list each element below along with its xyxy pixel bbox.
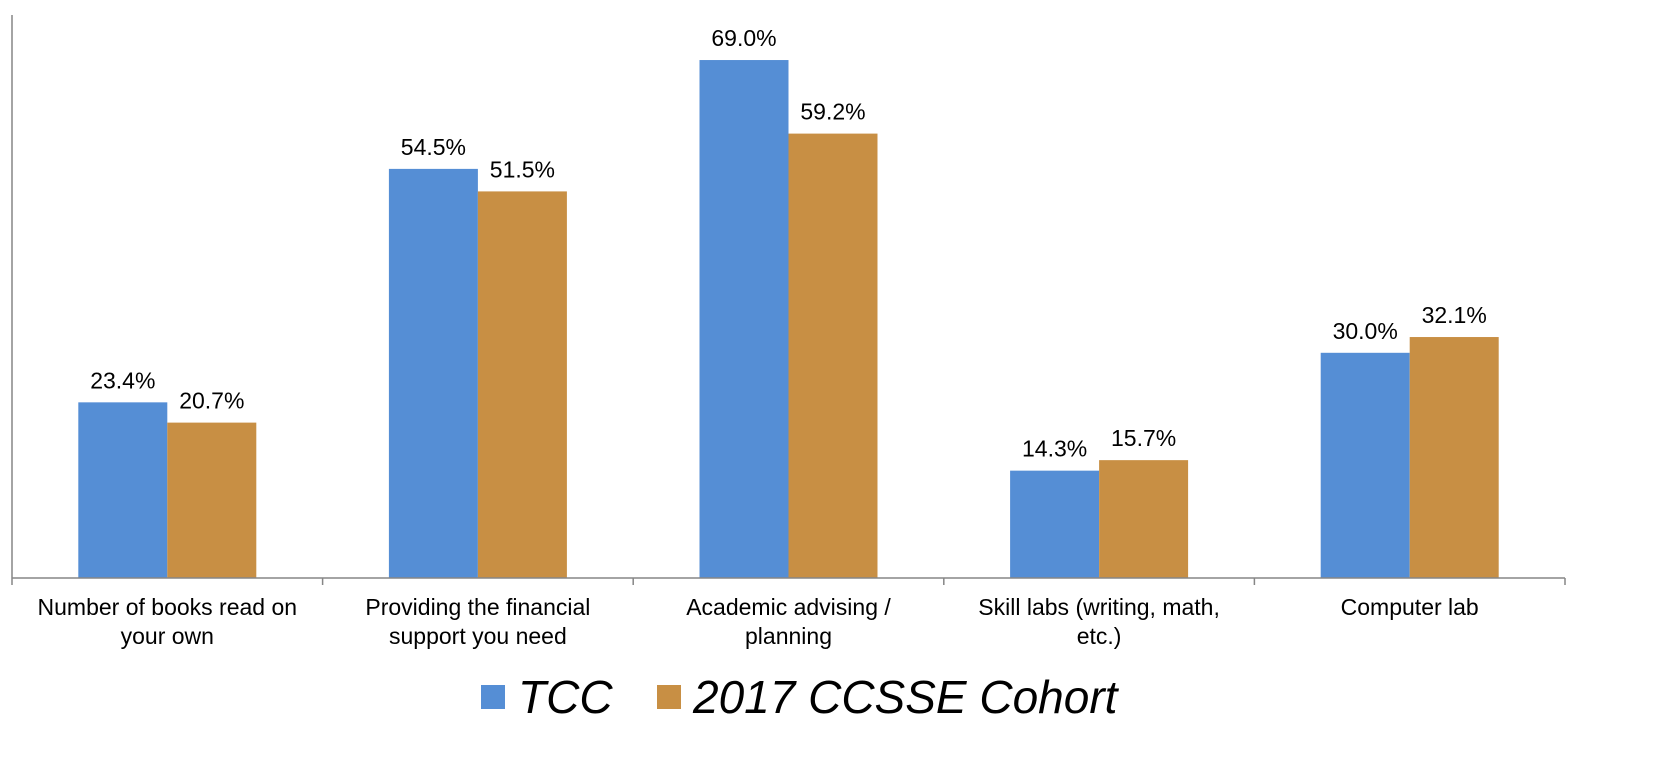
legend-label-0: TCC [518, 671, 613, 723]
axis-layer [11, 15, 1566, 585]
x-tick-label-4: Computer lab [1341, 594, 1479, 620]
legend-swatch-1 [657, 685, 681, 709]
category-labels-layer: Number of books read on your own Providing… [38, 594, 1479, 649]
bar-series1-cat1 [477, 191, 567, 578]
legend-label-1: 2017 CCSSE Cohort [692, 671, 1120, 723]
bar-series1-cat0 [167, 422, 257, 578]
data-label-series1-cat1: 51.5% [490, 156, 555, 182]
data-label-series0-cat0: 23.4% [90, 367, 155, 393]
bar-series0-cat3 [1010, 470, 1100, 578]
data-label-series0-cat3: 14.3% [1022, 436, 1087, 462]
data-label-series0-cat1: 54.5% [401, 134, 466, 160]
data-label-series1-cat4: 32.1% [1422, 302, 1487, 328]
bar-series1-cat3 [1099, 460, 1189, 578]
x-tick-label-0: Number of books read on your own [38, 594, 298, 649]
bar-series0-cat4 [1320, 352, 1410, 578]
bar-series0-cat0 [78, 402, 168, 578]
data-label-series0-cat4: 30.0% [1333, 318, 1398, 344]
data-labels-layer: 23.4% 20.7% 54.5% 51.5% 69.0% 59.2% 14.3% 15.7%… [90, 25, 1487, 462]
data-label-series1-cat0: 20.7% [179, 388, 244, 414]
bar-series1-cat2 [788, 133, 878, 578]
legend: TCC 2017 CCSSE Cohort [481, 671, 1120, 723]
x-tick-label-3: Skill labs (writing, math, etc.) [978, 594, 1220, 649]
bar-series1-cat4 [1409, 337, 1499, 578]
bar-series0-cat2 [699, 60, 789, 579]
data-label-series1-cat2: 59.2% [800, 99, 865, 125]
bars-layer [78, 60, 1499, 579]
data-label-series0-cat2: 69.0% [711, 25, 776, 51]
legend-swatch-0 [481, 685, 505, 709]
x-tick-label-1: Providing the financial support you need [365, 594, 590, 649]
data-label-series1-cat3: 15.7% [1111, 425, 1176, 451]
x-tick-label-2: Academic advising / planning [686, 594, 891, 649]
bar-series0-cat1 [388, 168, 478, 579]
